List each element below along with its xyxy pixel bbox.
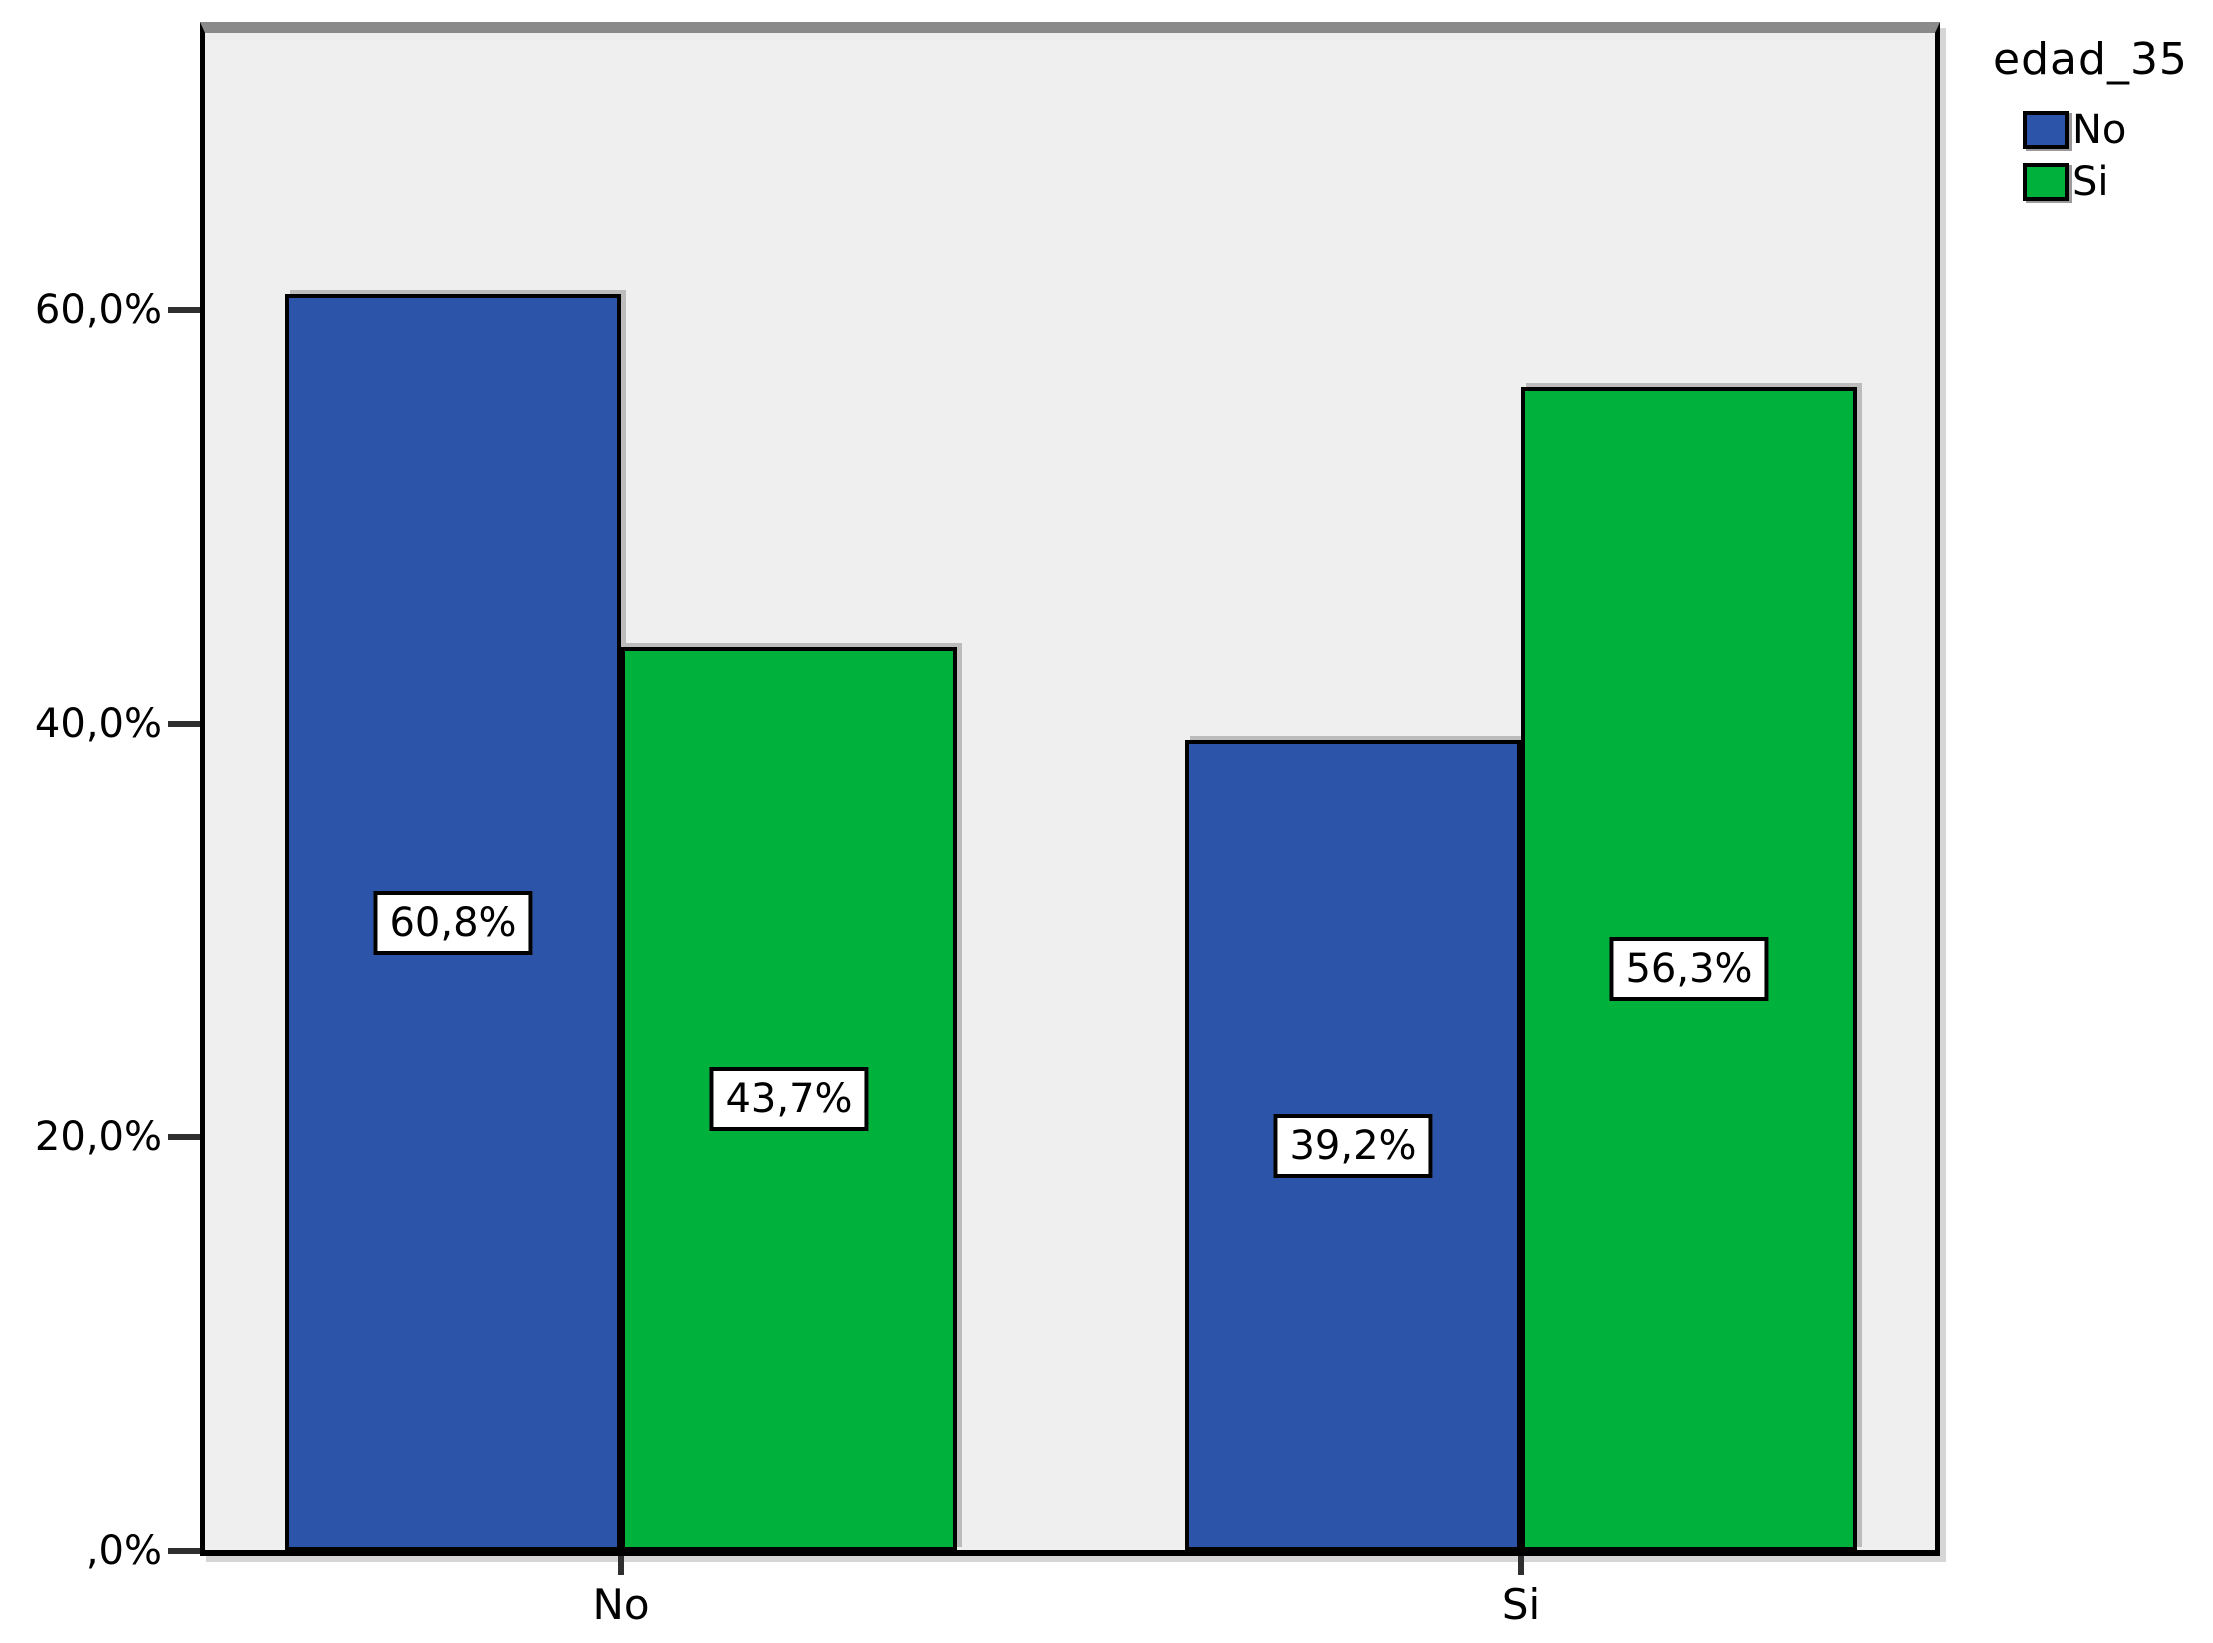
y-tick-mark — [168, 1134, 200, 1141]
bar-value-label: 43,7% — [709, 1067, 869, 1131]
bar-value-label: 60,8% — [373, 890, 533, 955]
y-tick-mark — [168, 307, 200, 314]
legend-entry-si: Si — [1968, 159, 2213, 205]
legend-entry-no: No — [1968, 107, 2213, 153]
y-tick-mark — [168, 720, 200, 727]
bar-value-label: 56,3% — [1609, 937, 1769, 1001]
y-tick-label: 20,0% — [34, 1114, 162, 1161]
legend-swatch-si — [2023, 163, 2069, 201]
legend-title: edad_35 — [1993, 34, 2188, 85]
bar-value-label: 39,2% — [1273, 1113, 1433, 1178]
legend: edad_35 No Si — [1968, 34, 2213, 211]
legend-swatch-no — [2023, 111, 2069, 149]
x-tick-mark — [1518, 1556, 1524, 1575]
plot-inner: 60,8% 43,7% 39,2% 56,3% — [205, 33, 1935, 1551]
y-tick-label: 60,0% — [34, 287, 162, 334]
x-category-label: No — [592, 1580, 650, 1629]
legend-entries: No Si — [1968, 107, 2213, 205]
y-tick-mark — [168, 1548, 200, 1554]
y-tick-label: 40,0% — [34, 700, 162, 747]
x-tick-mark — [618, 1556, 624, 1575]
legend-label: Si — [2072, 159, 2109, 205]
y-tick-label: ,0% — [85, 1528, 162, 1574]
legend-label: No — [2072, 107, 2127, 153]
x-category-label: Si — [1501, 1580, 1541, 1629]
